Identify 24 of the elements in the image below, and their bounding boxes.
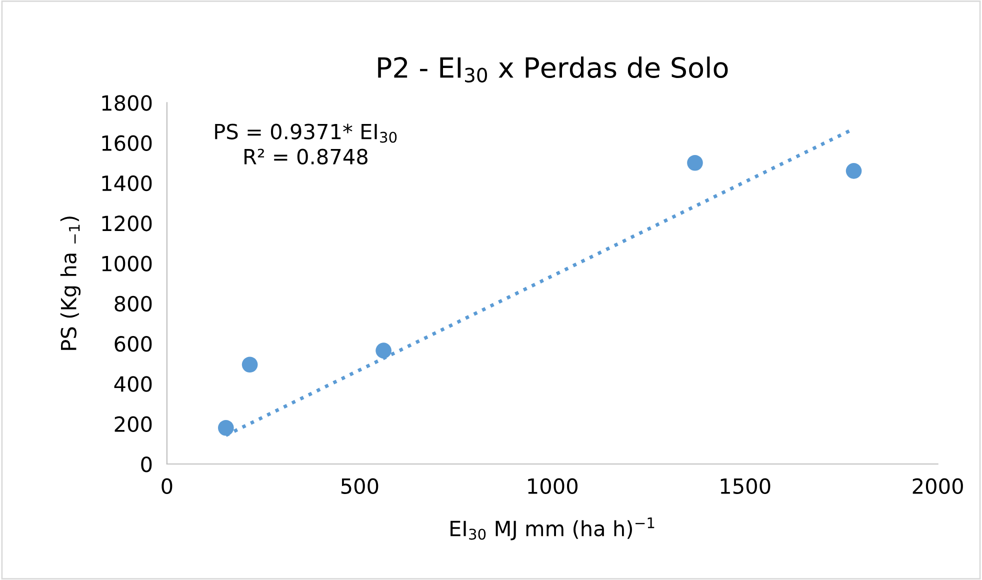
x-tick-label: 2000: [912, 478, 963, 494]
y-tick-label: 800: [114, 296, 152, 312]
x-tick-label: 0: [162, 478, 172, 494]
y-tick-label: 0: [141, 456, 152, 472]
y-tick-label: 600: [114, 336, 152, 352]
y-tick-label: 1200: [102, 216, 152, 232]
point: [376, 342, 392, 358]
y-tick-label: 1800: [102, 95, 152, 111]
x-tick-label: 1000: [528, 478, 578, 494]
y-tick-label: 400: [114, 376, 152, 392]
y-tick-label: 1400: [102, 175, 152, 192]
point: [846, 162, 862, 179]
y-tick-label: 1000: [102, 256, 152, 272]
x-tick-label: 500: [341, 478, 378, 494]
point: [218, 420, 234, 436]
x-tick-label: 1500: [720, 478, 770, 494]
point: [242, 356, 258, 373]
point: [687, 154, 703, 171]
y-axis-title: PS (Kg ha $_{−1}$): [60, 216, 81, 350]
annotation: PS = 0.9371* EI$_{30}$ R² = 0.8748: [215, 124, 397, 165]
chart-title: P2 - EI$_{30}$ x Perdas de Solo: [378, 56, 728, 82]
x-axis-title: EI$_{30}$ MJ mm (ha h)$^{−1}$: [450, 517, 654, 540]
y-tick-label: 200: [114, 416, 152, 432]
y-tick-label: 1600: [102, 135, 152, 152]
